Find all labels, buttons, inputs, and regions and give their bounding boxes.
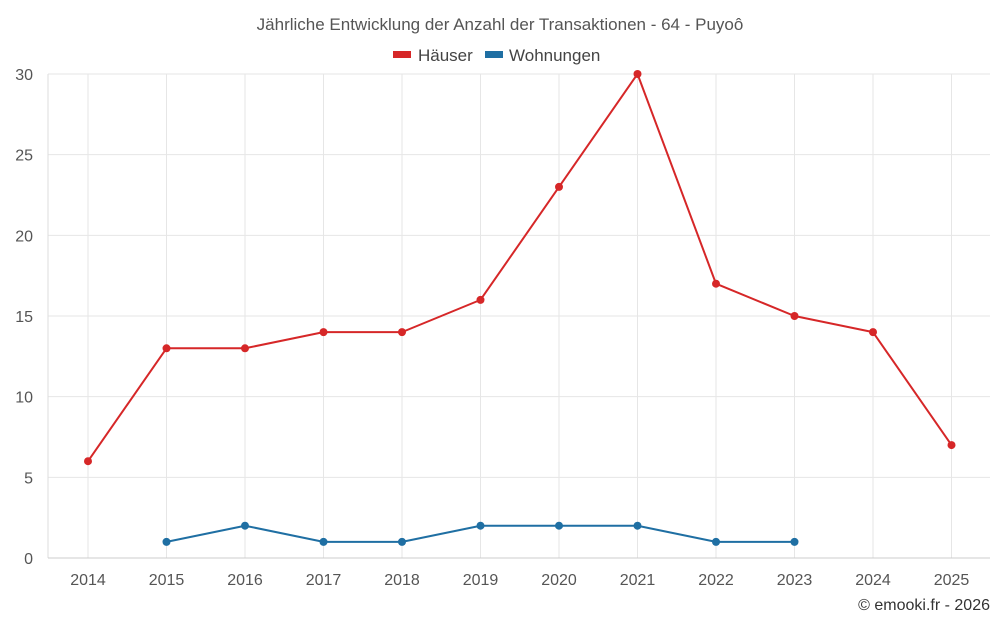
data-point xyxy=(84,457,92,466)
x-tick-label: 2021 xyxy=(620,572,656,589)
data-point xyxy=(633,521,642,530)
x-tick-label: 2020 xyxy=(541,572,577,589)
series-group xyxy=(84,70,956,546)
x-tick-label: 2014 xyxy=(70,572,106,589)
y-axis: 0 5 10 15 20 25 30 xyxy=(15,67,49,568)
x-tick-label: 2015 xyxy=(149,572,185,589)
data-point xyxy=(241,521,249,530)
data-point xyxy=(633,70,642,78)
grid xyxy=(48,73,990,559)
x-tick-label: 2025 xyxy=(934,572,970,589)
data-point xyxy=(398,537,406,546)
chart-title: Jährliche Entwicklung der Anzahl der Tra… xyxy=(257,15,744,34)
data-point xyxy=(319,537,328,546)
legend-label: Wohnungen xyxy=(509,46,600,65)
y-tick-label: 15 xyxy=(15,309,33,326)
y-tick-label: 10 xyxy=(15,390,33,407)
y-tick-label: 0 xyxy=(24,551,33,568)
data-point xyxy=(398,328,406,337)
y-tick-label: 25 xyxy=(15,148,33,165)
credit-text: © emooki.fr - 2026 xyxy=(858,597,990,614)
series-line xyxy=(87,73,953,462)
data-point xyxy=(947,441,956,450)
x-tick-label: 2019 xyxy=(463,572,499,589)
x-tick-label: 2018 xyxy=(384,572,420,589)
legend-swatch xyxy=(393,51,411,58)
data-point xyxy=(555,182,563,191)
x-tick-label: 2016 xyxy=(227,572,263,589)
y-tick-label: 30 xyxy=(15,67,33,84)
x-tick-label: 2017 xyxy=(306,572,342,589)
data-point xyxy=(790,537,799,546)
data-point xyxy=(712,537,720,546)
data-point xyxy=(319,328,328,337)
x-axis: 2014 2015 2016 2017 2018 2019 2020 2021 2022 2023… xyxy=(48,557,990,589)
series-1 xyxy=(162,521,799,546)
x-tick-label: 2022 xyxy=(698,572,734,589)
data-point xyxy=(162,537,171,546)
data-point xyxy=(555,521,563,530)
data-point xyxy=(241,344,249,353)
legend-swatch xyxy=(485,51,503,58)
data-point xyxy=(712,279,720,288)
x-tick-label: 2024 xyxy=(855,572,891,589)
data-point xyxy=(162,344,171,353)
data-point xyxy=(476,521,485,530)
data-point xyxy=(476,295,485,304)
legend: Häuser Wohnungen xyxy=(393,46,600,65)
x-tick-label: 2023 xyxy=(777,572,813,589)
data-point xyxy=(869,328,877,337)
legend-label: Häuser xyxy=(418,46,473,65)
y-tick-label: 20 xyxy=(15,228,33,245)
y-tick-label: 5 xyxy=(24,470,33,487)
data-point xyxy=(790,312,799,320)
series-0 xyxy=(84,70,956,466)
